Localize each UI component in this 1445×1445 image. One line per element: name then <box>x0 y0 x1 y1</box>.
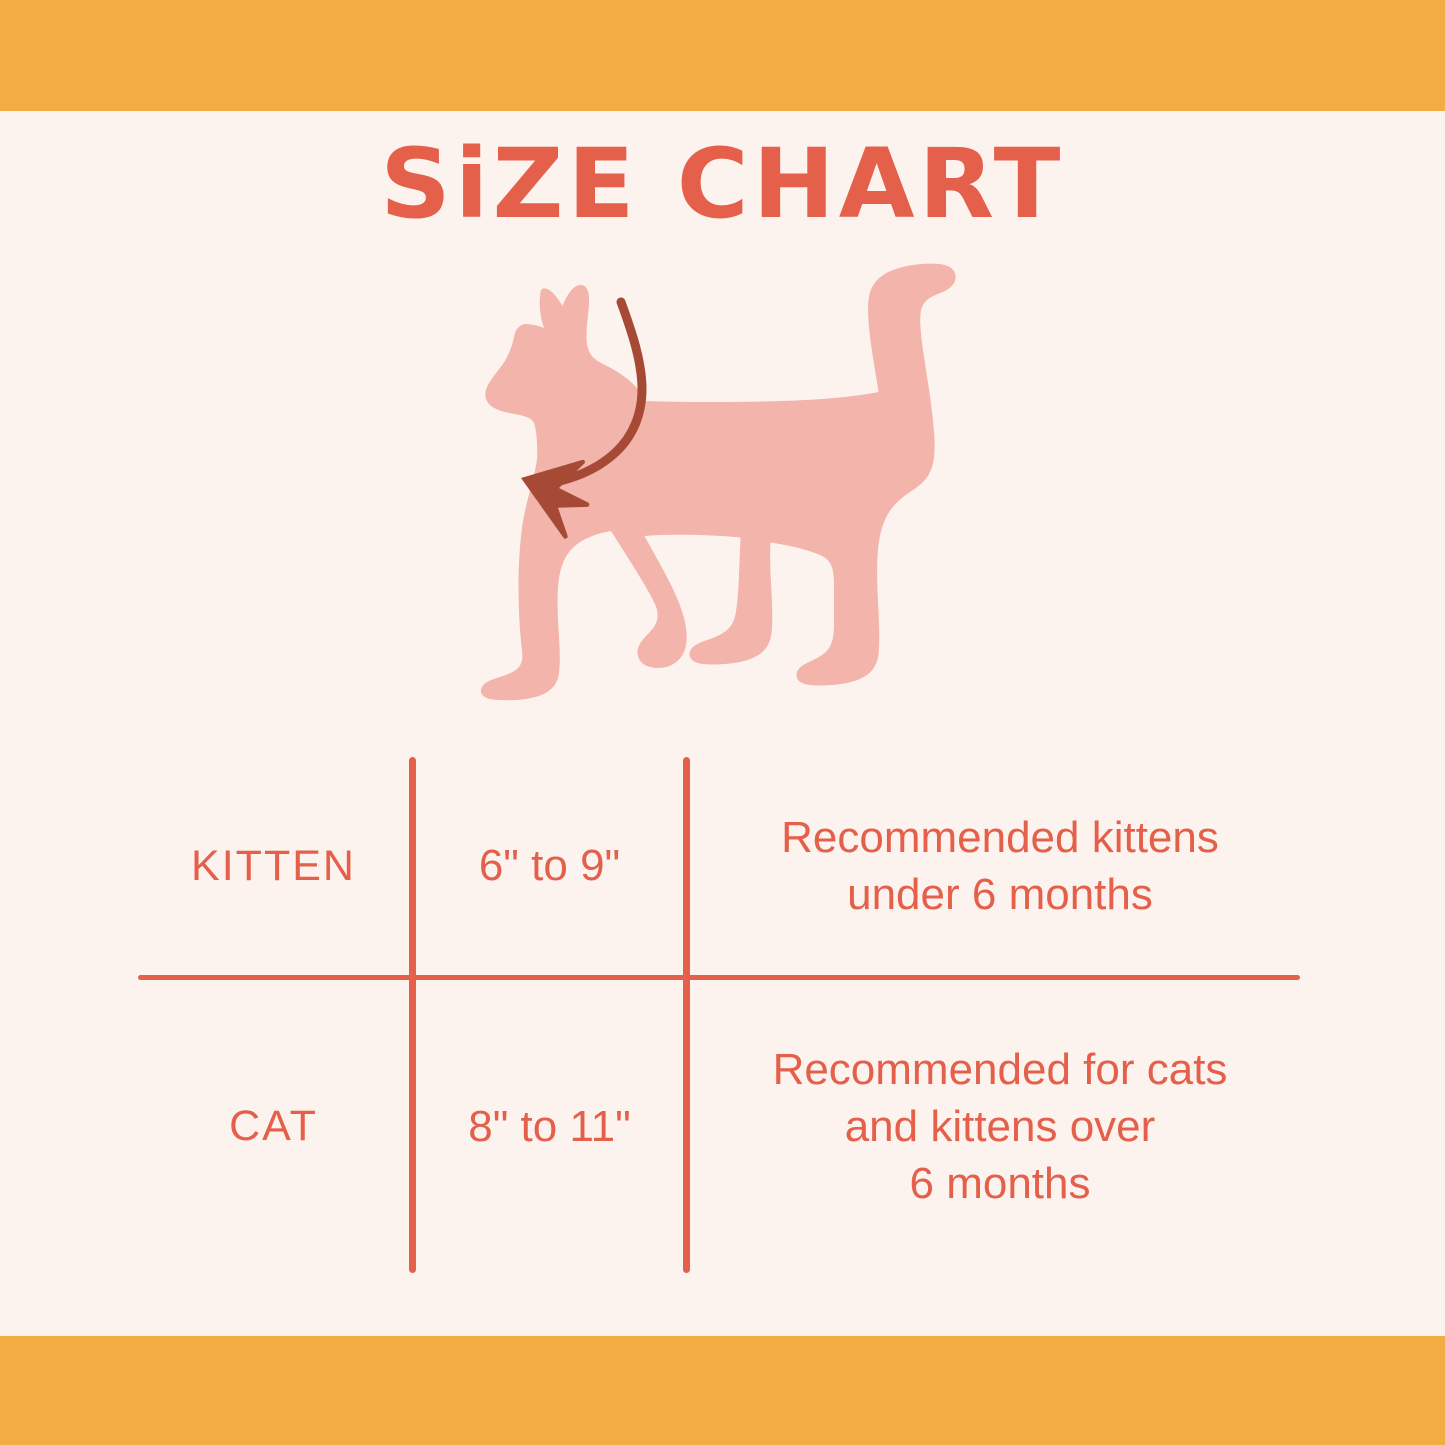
top-accent-band <box>0 0 1445 111</box>
row-size-cat: 8" to 11" <box>468 1101 631 1151</box>
table-cell-size-kitten: 6" to 9" <box>416 757 683 975</box>
description-line: Recommended for cats <box>772 1044 1228 1094</box>
description-line: under 6 months <box>847 870 1153 919</box>
cat-illustration <box>466 262 966 710</box>
page-title: SiZE CHART <box>380 128 1065 240</box>
table-cell-description-kitten: Recommended kittens under 6 months <box>690 757 1310 975</box>
table-row-divider <box>138 975 1300 980</box>
table-cell-size-cat: 8" to 11" <box>416 980 683 1273</box>
row-label-cat: CAT <box>229 1102 318 1150</box>
neck-measure-arrow <box>521 297 647 539</box>
table-row: CAT <box>138 980 409 1273</box>
description-line: and kittens over <box>844 1101 1156 1151</box>
description-line: 6 months <box>909 1159 1091 1209</box>
cat-body-shape <box>480 263 956 701</box>
page-title-container: SiZE CHART <box>0 136 1445 232</box>
table-row: KITTEN <box>138 757 409 975</box>
table-column-divider-2 <box>683 757 690 1273</box>
row-label-kitten: KITTEN <box>191 841 356 890</box>
description-line: Recommended kittens <box>781 812 1219 862</box>
bottom-accent-band <box>0 1336 1445 1445</box>
row-description-kitten: Recommended kittens under 6 months <box>781 809 1219 923</box>
row-size-kitten: 6" to 9" <box>478 841 621 890</box>
table-column-divider-1 <box>409 757 416 1273</box>
table-cell-description-cat: Recommended for cats and kittens over 6 … <box>690 980 1310 1273</box>
size-table: KITTEN 6" to 9" Recommended kittens unde… <box>0 745 1445 1290</box>
row-description-cat: Recommended for cats and kittens over 6 … <box>773 1041 1228 1213</box>
